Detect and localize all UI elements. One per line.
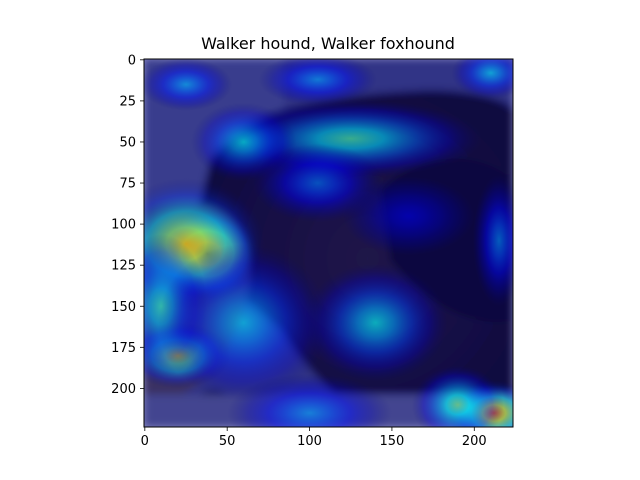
y-tick-label: 125 [111,259,136,274]
chart-title: Walker hound, Walker foxhound [201,34,455,53]
heatmap-overlay [144,59,513,427]
y-tick-label: 25 [119,94,136,109]
y-tick-label: 75 [119,177,136,192]
y-tick-label: 0 [128,53,136,68]
plot-area [144,59,513,427]
y-tick-label: 200 [111,382,136,397]
heatmap-hotspot [472,174,513,307]
heatmap-hotspot [411,365,504,427]
plot-frame [143,58,514,428]
x-tick-label: 0 [141,434,149,449]
heatmap-hotspot [158,243,330,402]
heatmap-hotspot [258,59,378,106]
heatmap-hotspot [227,373,392,427]
heatmap-hotspot [342,176,475,256]
y-tick-label: 100 [111,218,136,233]
y-tick-label: 150 [111,300,136,315]
x-axis: 0 50 100 150 200 [141,427,487,449]
heatmap-hotspot [451,59,513,100]
heatmap-hotspot [144,59,233,111]
heatmap-hotspot [302,263,448,382]
y-tick-label: 175 [111,341,136,356]
x-tick-label: 100 [297,434,322,449]
x-tick-label: 50 [219,434,236,449]
y-tick-label: 50 [119,135,136,150]
x-tick-label: 150 [380,434,405,449]
y-axis: 0 25 50 75 100 125 150 175 200 [111,53,144,397]
x-tick-label: 200 [462,434,487,449]
